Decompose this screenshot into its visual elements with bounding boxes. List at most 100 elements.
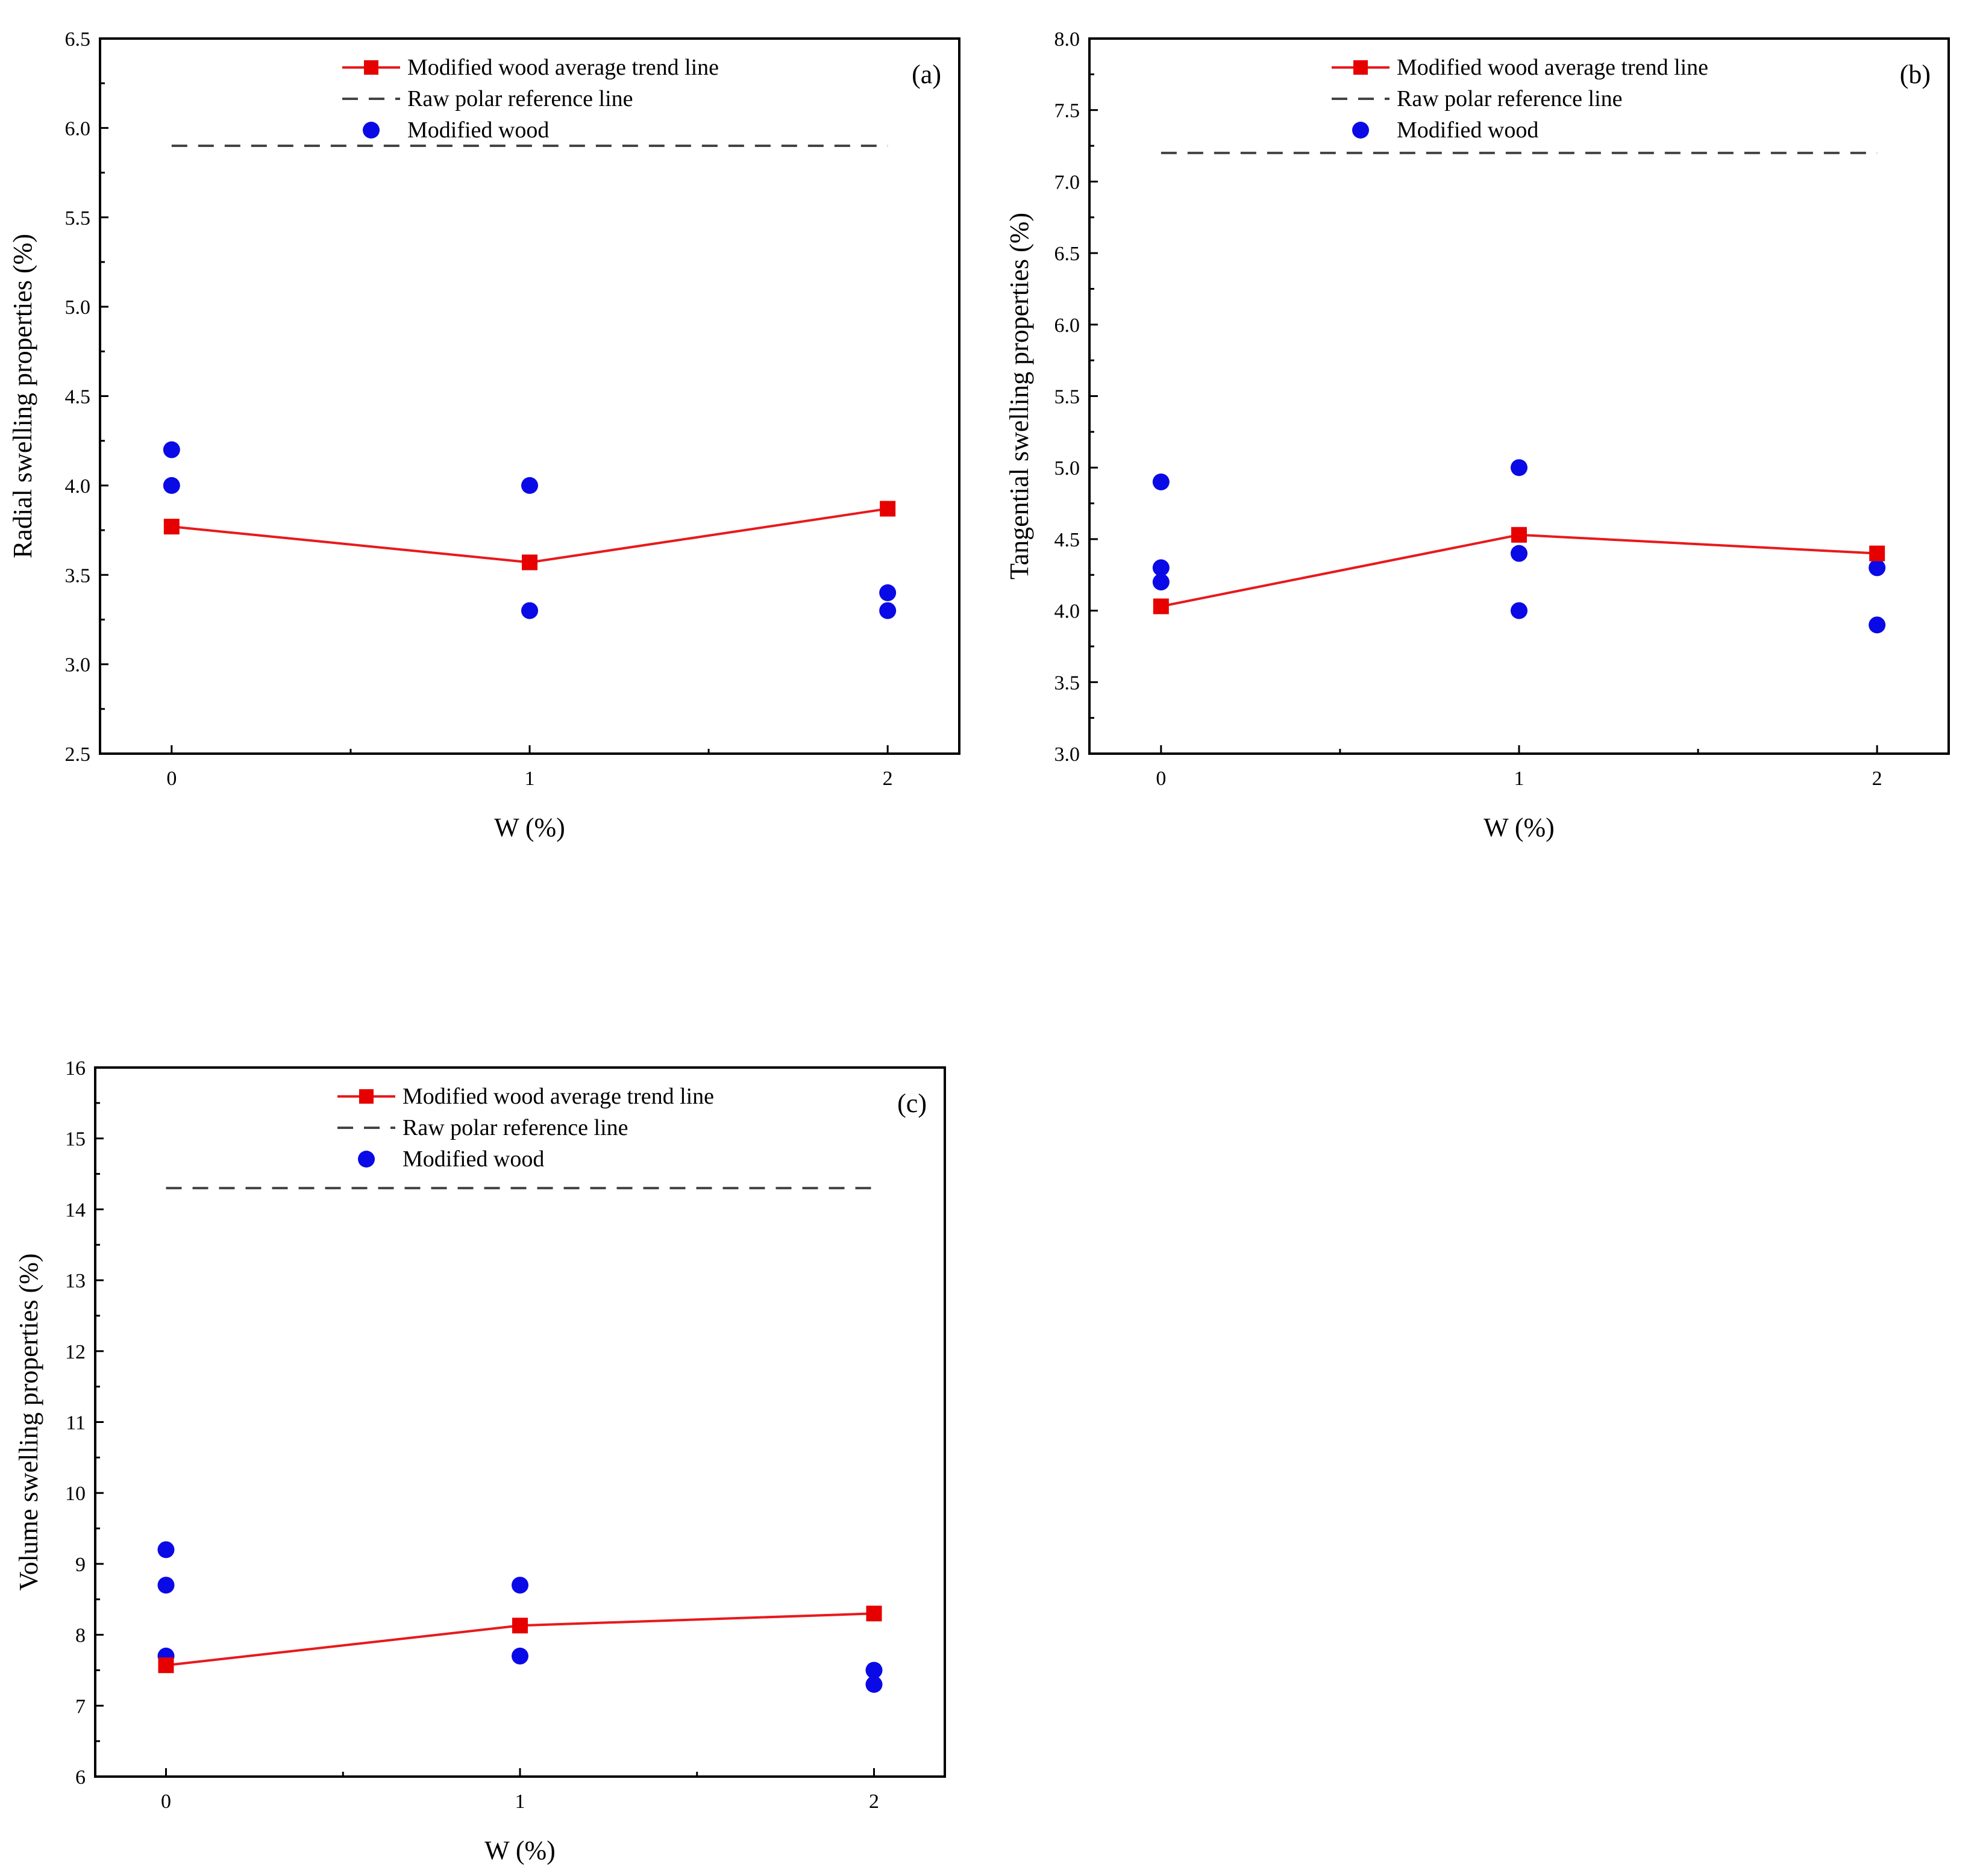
y-tick-label: 4.5 (1054, 529, 1080, 551)
modified-wood-point (1511, 459, 1527, 477)
modified-wood-point (512, 1647, 528, 1665)
average-trend-marker (866, 1606, 882, 1622)
y-tick-label: 3.0 (1054, 743, 1080, 766)
y-tick-label: 12 (65, 1341, 86, 1363)
legend: Modified wood average trend line Raw pola… (337, 1084, 714, 1172)
y-tick-label: 6.0 (65, 117, 91, 140)
modified-wood-point (865, 1662, 883, 1679)
legend-scatter-label: Modified wood (403, 1146, 544, 1172)
y-tick-label: 3.0 (65, 654, 91, 677)
y-tick-label: 6 (75, 1766, 86, 1789)
chart-panel-b: 3.0 3.5 4.0 4.5 5.0 5.5 6.0 6.5 7.0 7.5 8.0 0 1 2 W (%… (1004, 28, 1950, 842)
panel-label: (c) (897, 1089, 927, 1118)
x-tick-label: 0 (166, 768, 177, 790)
x-axis-title: W (%) (494, 813, 565, 842)
x-tick-label: 2 (883, 768, 893, 790)
legend-trend-label: Modified wood average trend line (1397, 55, 1708, 80)
modified-wood-point (163, 477, 180, 494)
y-tick-label: 6.0 (1054, 314, 1080, 337)
y-tick-label: 5.5 (65, 207, 91, 230)
y-axis-title: Tangential swelling properties (%) (1004, 213, 1034, 580)
average-trend-marker (1869, 545, 1885, 561)
y-tick-label: 9 (75, 1554, 86, 1576)
modified-wood-point (1152, 574, 1170, 591)
legend-trend-label: Modified wood average trend line (407, 55, 719, 80)
y-tick-label: 5.0 (65, 296, 91, 319)
y-tick-label: 4.5 (65, 386, 91, 408)
legend-trend-label: Modified wood average trend line (403, 1084, 714, 1109)
legend-trend-marker (359, 1089, 374, 1104)
x-tick-label: 1 (1514, 768, 1524, 790)
y-tick-label: 13 (65, 1270, 86, 1292)
average-trend-marker (880, 501, 896, 517)
legend: Modified wood average trend line Raw pola… (342, 55, 719, 143)
modified-wood-point (1511, 545, 1527, 562)
y-tick-label: 10 (65, 1483, 86, 1505)
y-tick-label: 7.5 (1054, 100, 1080, 122)
average-trend-marker (1153, 598, 1169, 614)
x-tick-label: 2 (869, 1790, 879, 1813)
modified-wood-point (1869, 559, 1886, 577)
legend-scatter-marker (358, 1151, 375, 1168)
modified-wood-point (157, 1541, 175, 1559)
y-tick-label: 6.5 (65, 28, 91, 51)
x-axis-title: W (%) (1484, 813, 1555, 842)
plot-frame (1088, 37, 1950, 755)
modified-wood-point (157, 1577, 175, 1594)
x-tick-label: 0 (1156, 768, 1166, 790)
modified-wood-point (1869, 616, 1886, 634)
legend: Modified wood average trend line Raw pola… (1332, 55, 1708, 143)
legend-scatter-label: Modified wood (407, 117, 549, 143)
x-axis-title: W (%) (484, 1836, 556, 1865)
chart-panel-a: 2.5 3.0 3.5 4.0 4.5 5.0 5.5 6.0 6.5 0 1 2 W (%) Radia… (8, 28, 960, 842)
modified-wood-point (163, 441, 180, 458)
modified-wood-point (1511, 602, 1527, 619)
modified-wood-point (521, 477, 538, 494)
panel-label: (a) (912, 60, 941, 89)
legend-scatter-marker (1352, 122, 1369, 139)
y-tick-label: 7.0 (1054, 171, 1080, 193)
y-tick-label: 2.5 (65, 743, 91, 766)
y-tick-label: 4.0 (1054, 601, 1080, 623)
x-tick-label: 2 (1872, 768, 1882, 790)
x-tick-label: 0 (161, 1790, 171, 1813)
legend-trend-marker (364, 60, 378, 75)
y-tick-label: 3.5 (1054, 672, 1080, 694)
y-tick-label: 6.5 (1054, 243, 1080, 265)
x-tick-label: 1 (525, 768, 535, 790)
y-tick-label: 16 (65, 1057, 86, 1080)
average-trend-marker (1511, 527, 1527, 543)
modified-wood-point (1152, 559, 1170, 577)
y-tick-label: 7 (75, 1695, 86, 1718)
legend-scatter-marker (363, 122, 380, 139)
modified-wood-point (521, 602, 538, 619)
y-tick-label: 5.0 (1054, 457, 1080, 480)
y-tick-label: 15 (65, 1128, 86, 1151)
y-tick-label: 4.0 (65, 475, 91, 498)
modified-wood-point (865, 1675, 883, 1693)
modified-wood-point (879, 584, 897, 601)
y-tick-label: 3.5 (65, 564, 91, 587)
average-trend-line (171, 507, 888, 564)
modified-wood-point (879, 602, 897, 619)
plot-frame (94, 1066, 946, 1778)
y-tick-label: 8.0 (1054, 28, 1080, 51)
legend-reference-label: Raw polar reference line (1397, 86, 1623, 111)
y-axis-title: Radial swelling properties (%) (8, 234, 37, 558)
y-tick-label: 8 (75, 1625, 86, 1647)
y-tick-label: 5.5 (1054, 386, 1080, 408)
y-axis-title: Volume swelling properties (%) (14, 1253, 43, 1590)
x-tick-label: 1 (515, 1790, 525, 1813)
panel-label: (b) (1900, 60, 1931, 89)
modified-wood-point (1152, 473, 1170, 490)
average-trend-marker (522, 554, 537, 571)
average-trend-marker (158, 1657, 174, 1674)
y-tick-label: 14 (65, 1199, 86, 1221)
y-tick-label: 11 (66, 1412, 86, 1434)
legend-trend-marker (1353, 60, 1368, 75)
legend-reference-label: Raw polar reference line (407, 86, 633, 111)
average-trend-marker (163, 519, 180, 535)
legend-scatter-label: Modified wood (1397, 117, 1538, 143)
